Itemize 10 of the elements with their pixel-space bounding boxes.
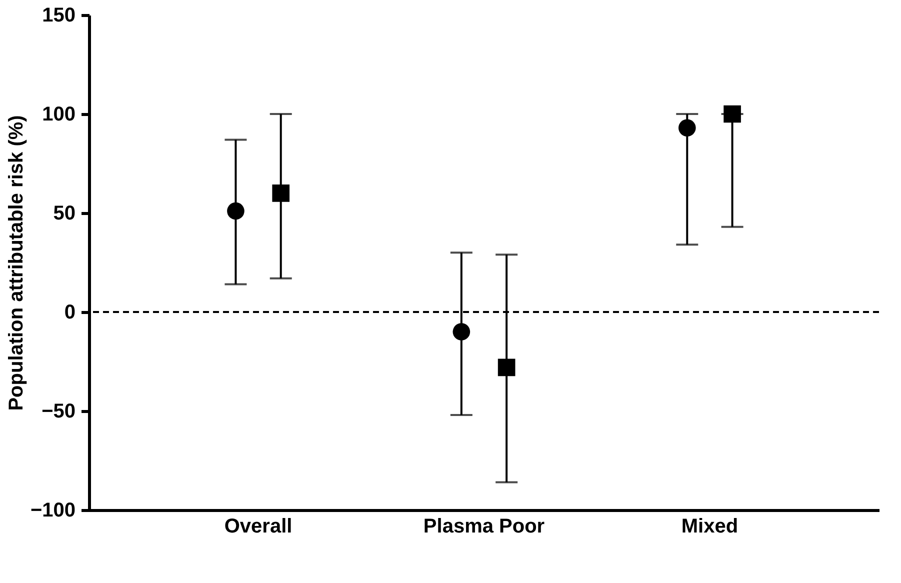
y-tick-label: 50 [53,202,76,224]
y-tick-label: 100 [42,104,76,126]
y-tick-label: −50 [42,400,76,422]
x-tick-label: Overall [224,516,292,538]
x-tick-label: Mixed [681,516,738,538]
y-axis-title: Population attributable risk (%) [5,115,28,411]
y-tick-label: −100 [30,500,76,522]
y-tick-label: 150 [42,4,76,26]
x-tick-label: Plasma Poor [423,516,545,538]
y-tick-label: 0 [64,302,76,324]
